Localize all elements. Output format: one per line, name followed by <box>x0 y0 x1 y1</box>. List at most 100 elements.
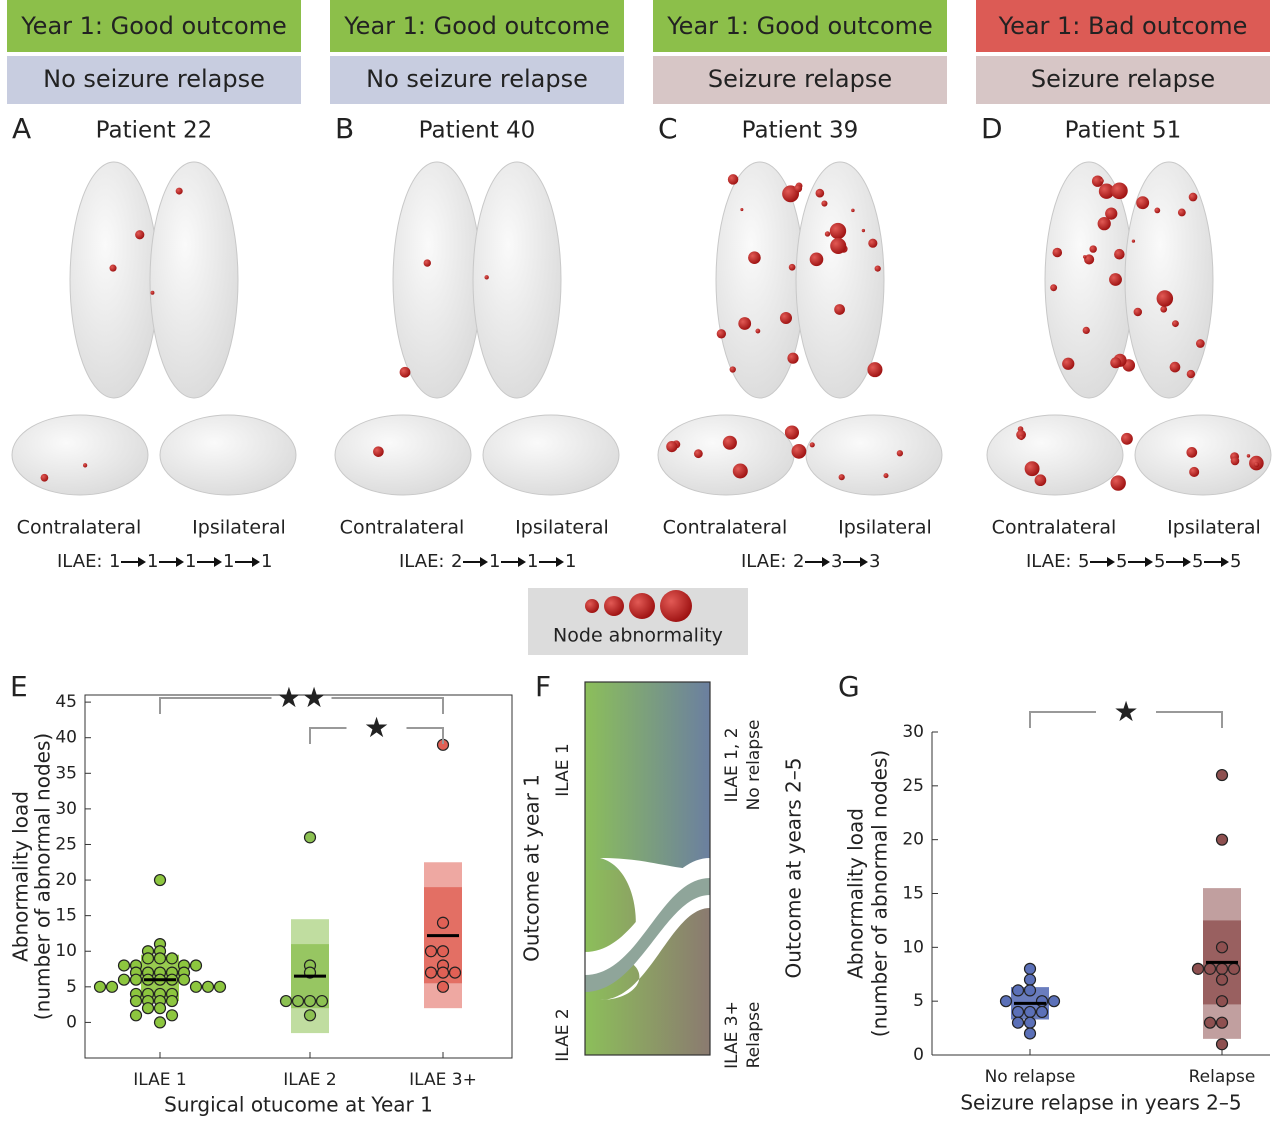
node-dot <box>1098 183 1115 199</box>
data-point <box>1047 995 1061 1008</box>
node-dot <box>1133 307 1143 317</box>
node-dot <box>784 425 800 440</box>
ilae-step: 1 <box>185 551 196 572</box>
flow-label: ILAE 2 <box>553 1008 573 1061</box>
data-point <box>105 980 119 993</box>
node-dot <box>851 208 855 213</box>
significance-stars: ★ <box>364 711 389 744</box>
node-dot <box>1186 447 1198 458</box>
brain-lobe <box>69 161 159 399</box>
brain-lateral <box>805 414 943 496</box>
data-point <box>1191 962 1205 975</box>
x-tick-label: ILAE 3+ <box>409 1070 477 1090</box>
data-point <box>1023 1005 1037 1019</box>
ilae-step: 2 <box>451 551 462 572</box>
data-point <box>1011 984 1025 997</box>
relapse-box <box>976 56 1270 104</box>
data-point <box>1023 984 1037 997</box>
data-point <box>1023 1027 1037 1040</box>
node-dot <box>788 263 796 271</box>
y-tick-label: 10 <box>55 941 77 961</box>
node-dot <box>896 450 904 457</box>
brain-lobe <box>472 161 562 399</box>
data-point <box>1215 1016 1229 1029</box>
panel-letter: D <box>981 112 1003 145</box>
flow-frame <box>584 681 711 1056</box>
side-label: Contralateral <box>17 517 142 539</box>
node-dot <box>373 446 384 457</box>
panel-letter: B <box>335 112 354 145</box>
node-dot <box>815 188 825 198</box>
node-dot <box>727 174 739 185</box>
node-dot <box>738 317 752 330</box>
ilae-step: 5 <box>1116 551 1127 572</box>
outcome-label: Year 1: Good outcome <box>20 12 287 40</box>
data-point <box>1215 962 1229 975</box>
patient-label: Patient 39 <box>742 118 859 144</box>
node-dot <box>1084 254 1095 265</box>
data-point <box>1215 1038 1229 1051</box>
data-point <box>153 1016 167 1029</box>
x-tick-label: ILAE 2 <box>283 1070 336 1090</box>
node-dot <box>883 473 889 479</box>
side-label: Ipsilateral <box>515 517 609 539</box>
data-point <box>153 952 167 965</box>
ilae-step: 1 <box>147 551 158 572</box>
panel-f: F Outcome at year 1 ILAE 1 ILAE 2 ILAE 1… <box>520 670 806 1069</box>
node-dot <box>1062 357 1075 370</box>
ilae-prefix: ILAE: <box>57 551 103 572</box>
data-point <box>1215 768 1229 782</box>
data-point <box>1215 995 1229 1008</box>
y-tick-label: 20 <box>902 830 924 850</box>
y-tick-label: 20 <box>55 870 77 890</box>
node-dot <box>824 231 831 237</box>
brain-lateral <box>11 414 149 496</box>
y-axis-label: Abnormality load <box>844 808 868 979</box>
node-dot <box>1131 239 1136 243</box>
node-dot <box>1154 207 1161 214</box>
node-dot <box>1018 435 1024 441</box>
y-tick-label: 35 <box>55 763 77 783</box>
node-dot <box>1160 305 1168 313</box>
patient-label: Patient 22 <box>96 118 213 144</box>
ilae-prefix: ILAE: <box>399 551 445 572</box>
ilae-step: 1 <box>223 551 234 572</box>
ilae-step: 5 <box>1192 551 1203 572</box>
significance-bracket <box>159 697 444 714</box>
flow-cross <box>585 878 710 992</box>
brain-lateral <box>482 414 620 496</box>
node-dot <box>484 275 489 280</box>
data-point <box>424 966 438 979</box>
axis-frame <box>84 694 513 1059</box>
side-label: Contralateral <box>992 517 1117 539</box>
significance-stars: ★ <box>1113 695 1138 728</box>
outcome-box <box>976 0 1270 52</box>
arrow-head <box>1145 557 1153 567</box>
panel-letter: F <box>535 670 551 703</box>
node-dot <box>732 463 748 479</box>
node-dot <box>868 238 878 248</box>
panel-letter: A <box>12 112 31 145</box>
ilae-step: 2 <box>793 551 804 572</box>
node-dot <box>423 259 431 267</box>
significance-bracket <box>1029 711 1223 728</box>
arrow-head <box>860 557 868 567</box>
legend-dot <box>629 593 655 619</box>
data-point <box>436 916 450 929</box>
flow-top <box>585 682 710 870</box>
arrow-head <box>518 557 526 567</box>
node-dot <box>779 311 792 325</box>
data-point <box>1215 941 1229 954</box>
y-tick-label: 40 <box>55 728 77 748</box>
node-dot <box>740 208 744 212</box>
node-dot <box>109 264 117 272</box>
node-dot <box>1114 248 1125 260</box>
outcome-label: Year 1: Good outcome <box>666 12 933 40</box>
data-point <box>189 959 203 972</box>
y-axis-label: Abnormality load <box>9 791 33 962</box>
data-point <box>165 952 179 965</box>
legend-label: Node abnormality <box>553 625 723 647</box>
data-point <box>1035 1005 1049 1019</box>
node-dot <box>834 304 845 315</box>
data-point <box>1203 962 1217 975</box>
